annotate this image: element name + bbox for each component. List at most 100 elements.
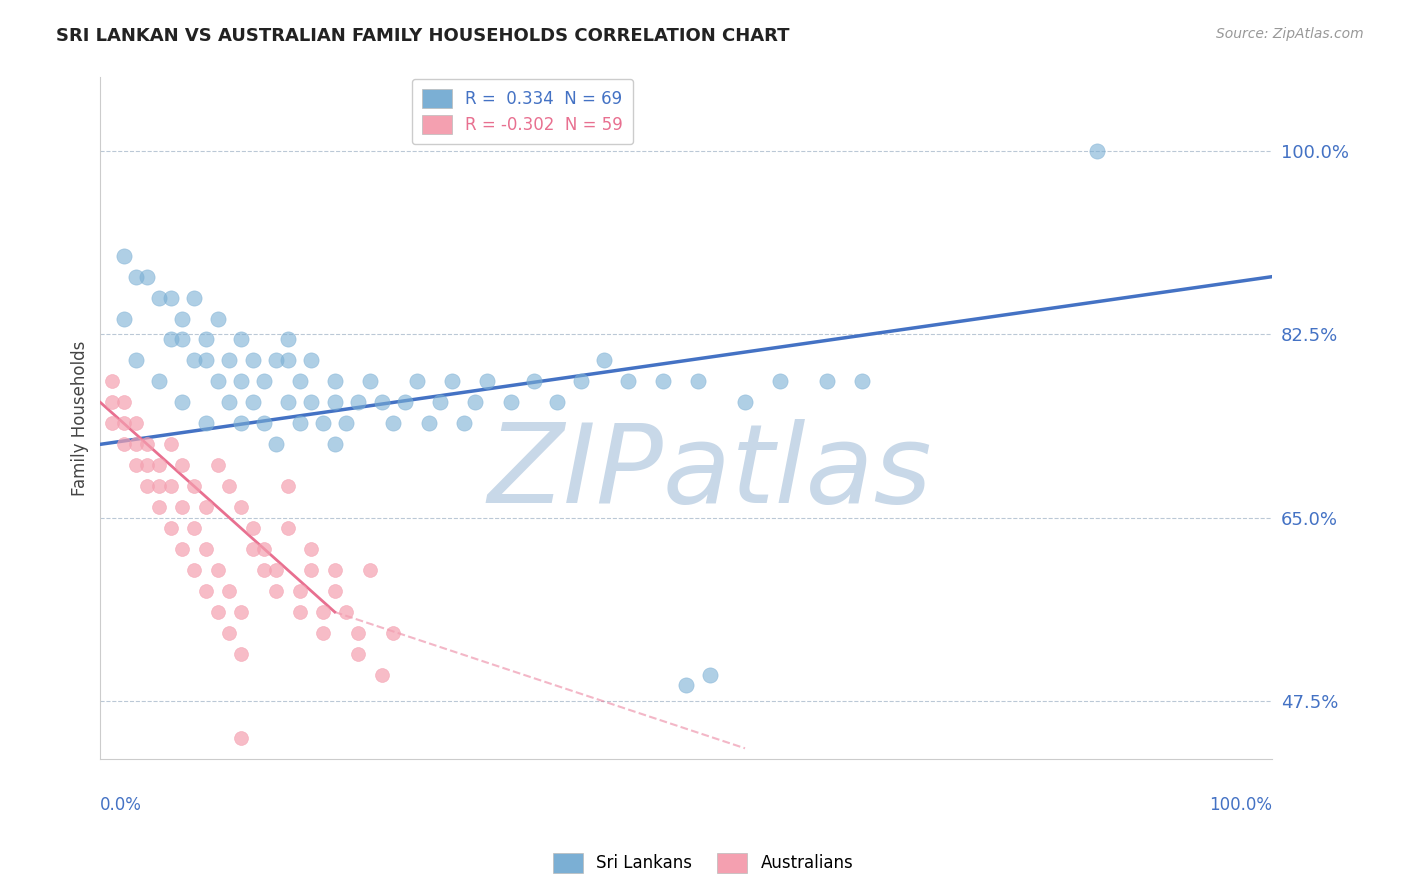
Point bbox=[418, 417, 440, 431]
Point bbox=[172, 395, 194, 409]
Point bbox=[359, 563, 381, 577]
Point bbox=[172, 333, 194, 347]
Point bbox=[136, 479, 159, 493]
Point bbox=[253, 417, 276, 431]
Point bbox=[475, 375, 498, 389]
Point bbox=[851, 375, 873, 389]
Point bbox=[183, 291, 205, 305]
Point bbox=[288, 375, 311, 389]
Text: SRI LANKAN VS AUSTRALIAN FAMILY HOUSEHOLDS CORRELATION CHART: SRI LANKAN VS AUSTRALIAN FAMILY HOUSEHOL… bbox=[56, 27, 790, 45]
Point bbox=[242, 353, 264, 368]
Point bbox=[569, 375, 592, 389]
Point bbox=[148, 291, 170, 305]
Point bbox=[277, 479, 299, 493]
Point bbox=[229, 375, 252, 389]
Point bbox=[453, 417, 475, 431]
Point bbox=[242, 521, 264, 535]
Point bbox=[440, 375, 463, 389]
Point bbox=[288, 417, 311, 431]
Point bbox=[218, 395, 240, 409]
Point bbox=[242, 395, 264, 409]
Point bbox=[194, 417, 217, 431]
Legend: R =  0.334  N = 69, R = -0.302  N = 59: R = 0.334 N = 69, R = -0.302 N = 59 bbox=[412, 79, 633, 145]
Point bbox=[159, 333, 181, 347]
Point bbox=[194, 584, 217, 599]
Point bbox=[183, 479, 205, 493]
Point bbox=[253, 563, 276, 577]
Point bbox=[370, 668, 392, 682]
Point bbox=[124, 353, 146, 368]
Point bbox=[112, 437, 135, 451]
Point bbox=[264, 353, 287, 368]
Point bbox=[207, 605, 229, 619]
Point bbox=[394, 395, 416, 409]
Point bbox=[323, 375, 346, 389]
Point bbox=[347, 647, 370, 661]
Point bbox=[815, 375, 838, 389]
Point bbox=[183, 353, 205, 368]
Point bbox=[405, 375, 427, 389]
Point bbox=[1085, 144, 1108, 158]
Point bbox=[101, 417, 124, 431]
Point bbox=[699, 668, 721, 682]
Point bbox=[172, 500, 194, 515]
Point bbox=[159, 521, 181, 535]
Point bbox=[299, 563, 322, 577]
Point bbox=[124, 269, 146, 284]
Legend: Sri Lankans, Australians: Sri Lankans, Australians bbox=[546, 847, 860, 880]
Point bbox=[323, 563, 346, 577]
Point bbox=[299, 353, 322, 368]
Point bbox=[112, 395, 135, 409]
Point bbox=[617, 375, 640, 389]
Point bbox=[207, 311, 229, 326]
Y-axis label: Family Households: Family Households bbox=[72, 341, 89, 496]
Point bbox=[229, 731, 252, 745]
Point bbox=[335, 605, 357, 619]
Point bbox=[159, 437, 181, 451]
Point bbox=[242, 542, 264, 557]
Text: 0.0%: 0.0% bbox=[100, 797, 142, 814]
Point bbox=[101, 395, 124, 409]
Point bbox=[288, 605, 311, 619]
Point bbox=[172, 542, 194, 557]
Text: Source: ZipAtlas.com: Source: ZipAtlas.com bbox=[1216, 27, 1364, 41]
Point bbox=[323, 584, 346, 599]
Point bbox=[229, 647, 252, 661]
Point bbox=[148, 479, 170, 493]
Point bbox=[523, 375, 546, 389]
Point bbox=[312, 417, 335, 431]
Point bbox=[277, 521, 299, 535]
Point bbox=[148, 375, 170, 389]
Point bbox=[183, 563, 205, 577]
Point bbox=[264, 563, 287, 577]
Point bbox=[347, 626, 370, 640]
Point bbox=[382, 417, 405, 431]
Point bbox=[312, 605, 335, 619]
Point bbox=[172, 311, 194, 326]
Point bbox=[136, 269, 159, 284]
Point bbox=[593, 353, 616, 368]
Point bbox=[312, 626, 335, 640]
Point bbox=[335, 417, 357, 431]
Point bbox=[101, 375, 124, 389]
Point bbox=[229, 333, 252, 347]
Point bbox=[112, 311, 135, 326]
Point bbox=[253, 542, 276, 557]
Point bbox=[264, 584, 287, 599]
Point bbox=[323, 437, 346, 451]
Point bbox=[148, 500, 170, 515]
Point bbox=[299, 395, 322, 409]
Point bbox=[769, 375, 792, 389]
Point bbox=[347, 395, 370, 409]
Point bbox=[194, 333, 217, 347]
Point bbox=[194, 500, 217, 515]
Point bbox=[112, 417, 135, 431]
Point bbox=[218, 626, 240, 640]
Point bbox=[734, 395, 756, 409]
Point bbox=[159, 479, 181, 493]
Point bbox=[277, 333, 299, 347]
Point bbox=[688, 375, 710, 389]
Point bbox=[136, 458, 159, 473]
Point bbox=[547, 395, 569, 409]
Point bbox=[277, 395, 299, 409]
